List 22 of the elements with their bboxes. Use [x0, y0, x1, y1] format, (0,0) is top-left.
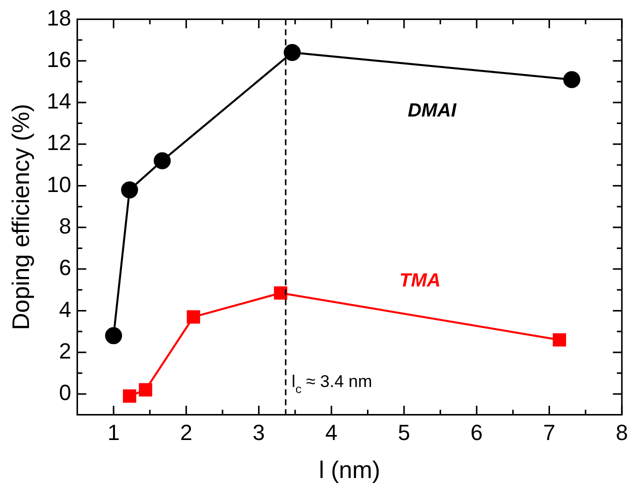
x-tick-label: 3 — [252, 420, 265, 446]
x-tick-label: 5 — [398, 420, 410, 446]
x-tick-label: 6 — [470, 420, 483, 446]
y-tick-label: 18 — [46, 5, 72, 30]
y-tick-label: 8 — [59, 213, 72, 238]
x-tick-label: 8 — [616, 420, 628, 446]
y-tick-label: 16 — [46, 46, 72, 72]
series-label: DMAI — [408, 100, 457, 122]
y-tick-label: 0 — [59, 380, 72, 406]
x-tick-label: 7 — [543, 420, 556, 446]
y-tick-label: 10 — [46, 172, 72, 197]
x-tick-label: 2 — [180, 420, 192, 446]
x-axis-title: l (nm) — [318, 457, 380, 484]
y-tick-label: 12 — [46, 130, 72, 156]
x-tick-label: 1 — [107, 420, 120, 446]
y-axis-title: Doping efficiency (%) — [8, 104, 36, 330]
y-tick-label: 14 — [46, 88, 72, 114]
y-tick-label: 2 — [59, 338, 72, 364]
series-label: TMA — [399, 270, 441, 292]
y-tick-label: 6 — [59, 255, 72, 280]
x-tick-label: 4 — [325, 420, 338, 446]
y-tick-label: 4 — [59, 296, 72, 322]
